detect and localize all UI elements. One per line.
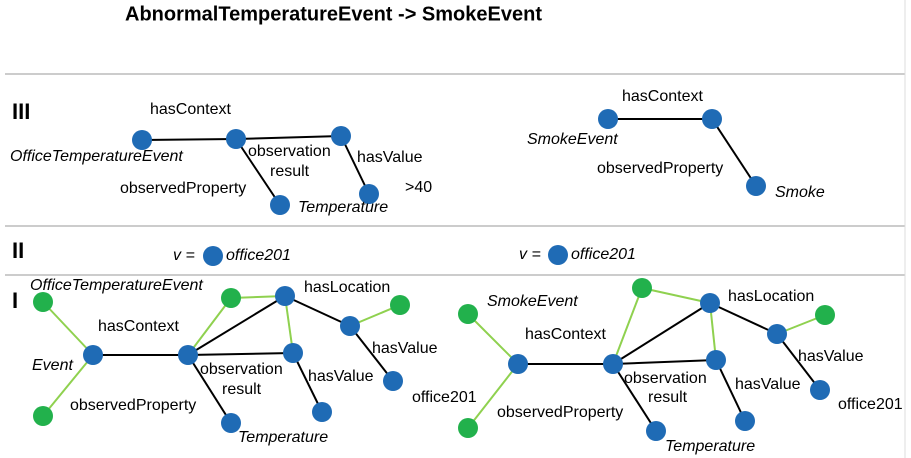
edge-label: observation xyxy=(624,370,707,387)
graph xyxy=(132,126,379,215)
node-label: office201 xyxy=(838,396,903,413)
edge-label: hasValue xyxy=(798,348,864,365)
node-label: office201 xyxy=(226,247,291,264)
edge-label: hasContext xyxy=(98,318,179,335)
variable: v = xyxy=(519,246,541,263)
edge-label: observedProperty xyxy=(120,180,246,197)
node xyxy=(548,245,568,265)
edge-label: hasContext xyxy=(525,326,606,343)
node-label: office201 xyxy=(571,246,636,263)
node-label: office201 xyxy=(412,389,477,406)
node-label: Temperature xyxy=(298,199,388,216)
title: AbnormalTemperatureEvent -> SmokeEvent xyxy=(125,3,542,25)
edge-label: observedProperty xyxy=(497,404,623,421)
edge-label: result xyxy=(270,163,310,180)
edge-label: hasContext xyxy=(622,88,703,105)
node-label: Event xyxy=(32,357,73,374)
graph xyxy=(598,109,766,196)
edge-label: observation xyxy=(200,361,283,378)
variable: v = xyxy=(173,247,195,264)
edge-label: hasContext xyxy=(150,101,231,118)
separators xyxy=(5,0,906,458)
node-label: Temperature xyxy=(238,429,328,446)
edge-label: hasLocation xyxy=(728,288,814,305)
level-label: I xyxy=(12,288,18,313)
node-label: >40 xyxy=(405,179,432,196)
node-label: OfficeTemperatureEvent xyxy=(10,148,183,165)
edge-label: hasValue xyxy=(308,368,374,385)
edge-label: observedProperty xyxy=(597,160,723,177)
level-label: III xyxy=(12,99,30,124)
graph xyxy=(458,278,835,441)
edge-label: hasValue xyxy=(357,149,423,166)
edge-label: observedProperty xyxy=(70,397,196,414)
edge-label: hasLocation xyxy=(304,279,390,296)
edge-label: hasValue xyxy=(372,340,438,357)
node-label: SmokeEvent xyxy=(527,131,618,148)
node-label: SmokeEvent xyxy=(487,293,578,310)
edge-label: observation xyxy=(248,143,331,160)
edge-label: hasValue xyxy=(735,376,801,393)
node xyxy=(203,246,223,266)
node-label: Temperature xyxy=(665,438,755,455)
level-label: II xyxy=(12,238,24,263)
edge-label: result xyxy=(222,381,262,398)
node-label: Smoke xyxy=(775,184,825,201)
node-label: OfficeTemperatureEvent xyxy=(30,277,203,294)
edge-label: result xyxy=(648,389,688,406)
graph xyxy=(33,286,410,433)
